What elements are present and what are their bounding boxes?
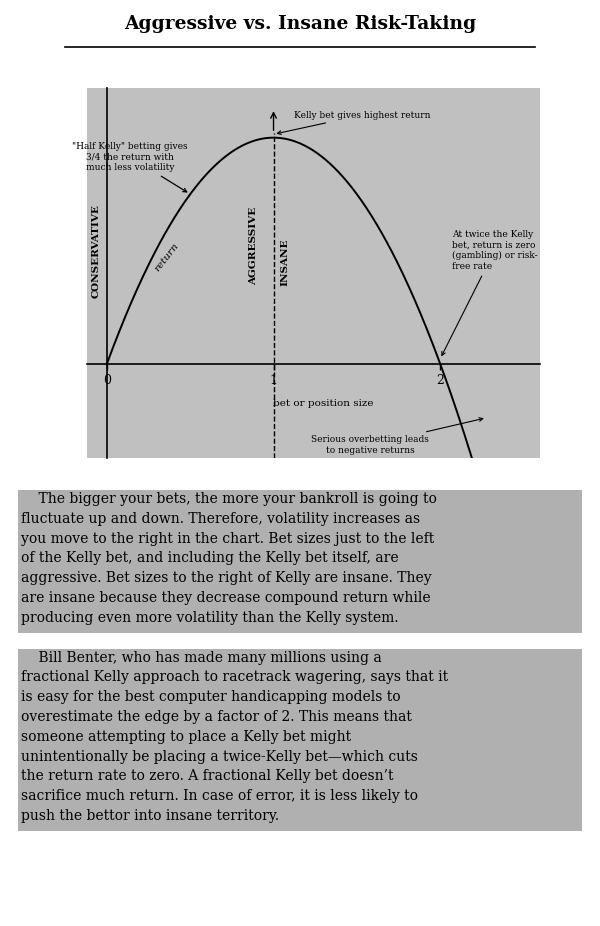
Text: At twice the Kelly
bet, return is zero
(gambling) or risk-
free rate: At twice the Kelly bet, return is zero (… [442,231,538,356]
Text: push the bettor into insane territory.: push the bettor into insane territory. [21,809,279,823]
Text: is easy for the best computer handicapping models to: is easy for the best computer handicappi… [21,690,401,704]
Text: are insane because they decrease compound return while: are insane because they decrease compoun… [21,591,431,605]
Text: return: return [153,242,181,273]
Text: overestimate the edge by a factor of 2. This means that: overestimate the edge by a factor of 2. … [21,710,412,724]
Text: "Half Kelly" betting gives
3/4 the return with
much less volatility: "Half Kelly" betting gives 3/4 the retur… [73,143,188,192]
Bar [18,648,582,831]
Text: Kelly bet gives highest return: Kelly bet gives highest return [277,110,430,134]
Text: The bigger your bets, the more your bankroll is going to: The bigger your bets, the more your bank… [21,492,437,506]
Text: Bill Benter, who has made many millions using a: Bill Benter, who has made many millions … [21,651,382,665]
Text: fluctuate up and down. Therefore, volatility increases as: fluctuate up and down. Therefore, volati… [21,512,420,526]
Text: CONSERVATIVE: CONSERVATIVE [92,204,101,297]
Text: the return rate to zero. A fractional Kelly bet doesn’t: the return rate to zero. A fractional Ke… [21,770,394,783]
Bar [18,490,582,632]
Text: aggressive. Bet sizes to the right of Kelly are insane. They: aggressive. Bet sizes to the right of Ke… [21,571,431,585]
Text: producing even more volatility than the Kelly system.: producing even more volatility than the … [21,611,398,625]
Text: unintentionally be placing a twice-Kelly bet—which cuts: unintentionally be placing a twice-Kelly… [21,750,418,764]
Text: sacrifice much return. In case of error, it is less likely to: sacrifice much return. In case of error,… [21,789,418,803]
Text: someone attempting to place a Kelly bet might: someone attempting to place a Kelly bet … [21,730,351,744]
Text: of the Kelly bet, and including the Kelly bet itself, are: of the Kelly bet, and including the Kell… [21,551,398,566]
Text: Serious overbetting leads
to negative returns: Serious overbetting leads to negative re… [311,418,483,455]
Text: Aggressive vs. Insane Risk-Taking: Aggressive vs. Insane Risk-Taking [124,16,476,33]
Text: you move to the right in the chart. Bet sizes just to the left: you move to the right in the chart. Bet … [21,532,434,545]
Text: bet or position size: bet or position size [273,398,374,407]
Text: fractional Kelly approach to racetrack wagering, says that it: fractional Kelly approach to racetrack w… [21,670,448,684]
Text: AGGRESSIVE: AGGRESSIVE [249,206,258,285]
Text: INSANE: INSANE [281,238,290,285]
